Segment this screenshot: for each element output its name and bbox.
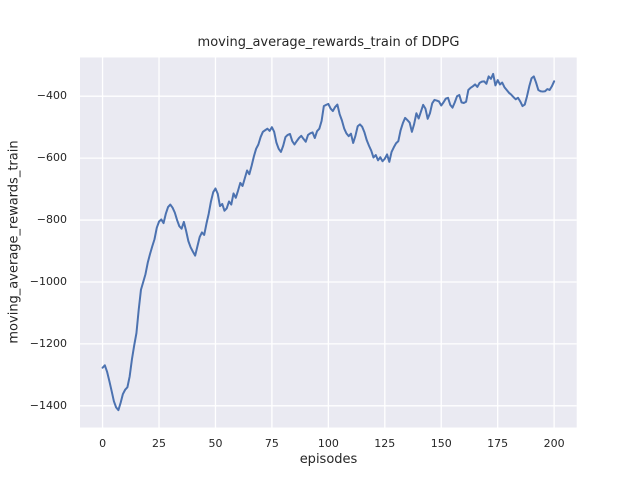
chart-title: moving_average_rewards_train of DDPG [197, 35, 460, 50]
x-tick-label: 50 [208, 437, 223, 450]
x-tick-label: 125 [374, 437, 396, 450]
y-tick-label: −1200 [29, 336, 67, 350]
x-tick-label: 0 [99, 437, 107, 450]
x-tick-label: 100 [317, 437, 339, 450]
y-tick-label: −1400 [29, 398, 67, 412]
y-tick-label: −1000 [29, 274, 67, 288]
x-tick-label: 200 [543, 437, 565, 450]
y-tick-label: −400 [36, 89, 67, 103]
series-line [101, 72, 556, 412]
x-axis-label: episodes [299, 452, 358, 467]
y-tick-label: −600 [36, 151, 67, 165]
y-tick-label: −800 [36, 213, 67, 227]
y-axis-label: moving_average_rewards_train [6, 140, 22, 344]
x-tick-label: 175 [487, 437, 509, 450]
x-tick-label: 75 [264, 437, 279, 450]
x-tick-label: 150 [430, 437, 452, 450]
x-tick-label: 25 [152, 437, 167, 450]
